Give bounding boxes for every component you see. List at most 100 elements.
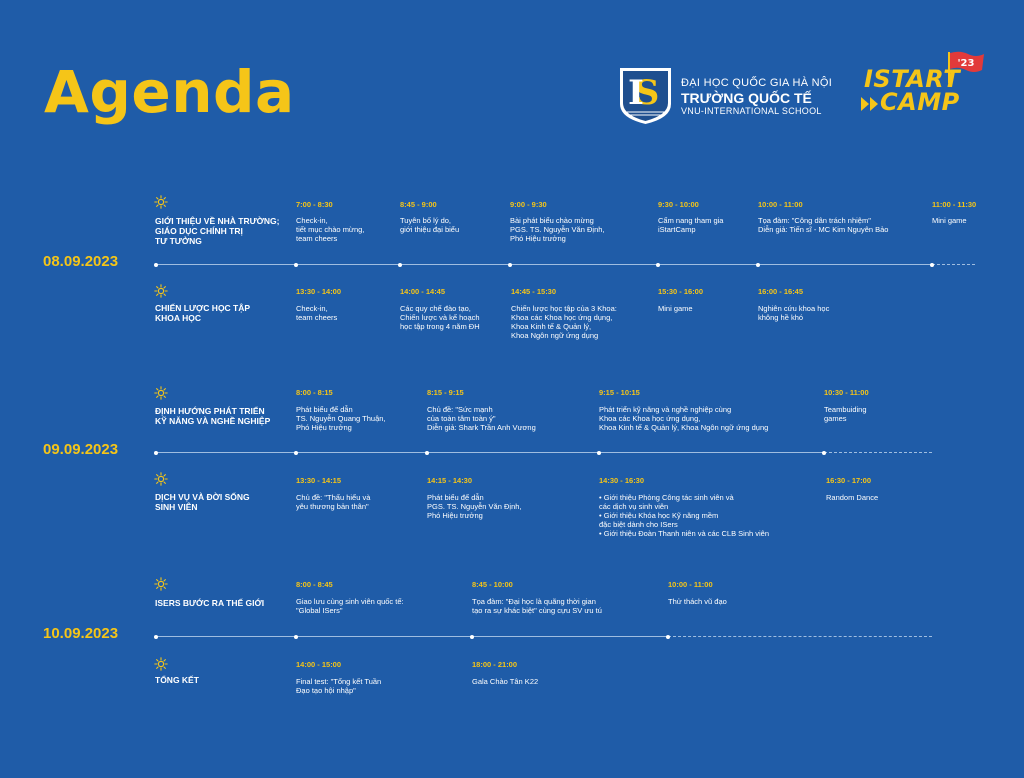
agenda-time: 13:30 - 14:00 xyxy=(296,287,342,296)
session-title: CHIẾN LƯỢC HỌC TẬP KHOA HỌC xyxy=(155,303,251,323)
agenda-description: Tọa đàm: "Công dân trách nhiệm" Diễn giả… xyxy=(758,216,889,234)
agenda-description: Tọa đàm: "Đại học là quãng thời gian tạo… xyxy=(472,597,602,615)
timeline-dot xyxy=(508,262,512,267)
timeline-dot xyxy=(154,450,158,455)
timeline-line-dashed xyxy=(668,636,932,637)
agenda-time: 14:45 - 15:30 xyxy=(511,287,557,296)
session-title: ĐỊNH HƯỚNG PHÁT TRIỂN KỸ NĂNG VÀ NGHỀ NG… xyxy=(155,406,271,426)
agenda-time: 8:00 - 8:15 xyxy=(296,388,333,397)
day-date: 09.09.2023 xyxy=(43,441,119,458)
agenda-time: 10:00 - 11:00 xyxy=(668,580,713,589)
session-title: DỊCH VỤ VÀ ĐỜI SỐNG SINH VIÊN xyxy=(155,492,250,512)
timeline-line xyxy=(156,636,668,637)
page-title: Agenda xyxy=(44,58,295,126)
school-line-2: TRƯỜNG QUỐC TẾ xyxy=(681,90,812,106)
agenda-description: Các quy chế đào tạo, Chiến lược và kế ho… xyxy=(400,304,480,331)
agenda-description: Check-in, team cheers xyxy=(296,304,338,322)
timeline-line-dashed xyxy=(824,452,932,453)
agenda-description: Chủ đề: "Thấu hiểu và yêu thương bản thâ… xyxy=(296,493,371,511)
agenda-description: Chiến lược học tập của 3 Khoa: Khoa các … xyxy=(511,304,617,340)
agenda-time: 14:00 - 14:45 xyxy=(400,287,446,296)
agenda-time: 9:15 - 10:15 xyxy=(599,388,640,397)
timeline-dot xyxy=(294,450,298,455)
agenda-time: 14:00 - 15:00 xyxy=(296,660,342,669)
timeline-dot xyxy=(154,262,158,267)
timeline-line xyxy=(156,452,824,453)
timeline-dot xyxy=(154,634,158,639)
agenda-time: 8:15 - 9:15 xyxy=(427,388,464,397)
agenda-description: Phát triển kỹ năng và nghề nghiệp cùng K… xyxy=(599,405,769,432)
agenda-time: 8:45 - 9:00 xyxy=(400,200,437,209)
timeline-dot xyxy=(930,262,934,267)
timeline-dot xyxy=(294,262,298,267)
school-line-3: VNU-INTERNATIONAL SCHOOL xyxy=(681,106,822,116)
agenda-time: 7:00 - 8:30 xyxy=(296,200,333,209)
day-date: 10.09.2023 xyxy=(43,625,119,642)
agenda-description: Bài phát biểu chào mừng PGS. TS. Nguyễn … xyxy=(510,216,605,243)
agenda-description: Mini game xyxy=(658,304,693,313)
timeline-dot xyxy=(597,450,601,455)
timeline-dot xyxy=(756,262,760,267)
session-title: ISERS BƯỚC RA THẾ GIỚI xyxy=(155,598,265,608)
agenda-description: Check-in, tiết mục chào mừng, team cheer… xyxy=(296,216,365,243)
school-name: ĐẠI HỌC QUỐC GIA HÀ NỘI TRƯỜNG QUỐC TẾ V… xyxy=(681,77,832,116)
timeline-dot xyxy=(425,450,429,455)
timeline-dot xyxy=(294,634,298,639)
agenda-description: Random Dance xyxy=(826,493,879,502)
sun-icon xyxy=(154,195,168,209)
session-title: GIỚI THIỆU VỀ NHÀ TRƯỜNG; GIÁO DỤC CHÍNH… xyxy=(155,216,280,246)
agenda-time: 11:00 - 11:30 xyxy=(932,200,977,209)
timeline-dot xyxy=(470,634,474,639)
timeline-line xyxy=(156,264,932,265)
agenda-time: 8:00 - 8:45 xyxy=(296,580,333,589)
agenda-time: 10:00 - 11:00 xyxy=(758,200,803,209)
svg-text:S: S xyxy=(635,73,660,113)
timeline-dot xyxy=(822,450,826,455)
agenda-description: Phát biểu để dẫn TS. Nguyễn Quang Thuận,… xyxy=(296,405,386,432)
sun-icon xyxy=(154,657,168,671)
agenda-description: Tuyên bố lý do, giới thiệu đại biểu xyxy=(400,216,460,234)
camp-year: '23 xyxy=(958,58,975,69)
agenda-time: 8:45 - 10:00 xyxy=(472,580,513,589)
agenda-description: Teambuiding games xyxy=(824,405,867,423)
timeline-dot xyxy=(398,262,402,267)
timeline-dot xyxy=(656,262,660,267)
agenda-description: Cẩm nang tham gia iStartCamp xyxy=(658,216,724,234)
agenda-description: Chủ đề: "Sức mạnh của toàn tâm toàn ý" D… xyxy=(427,405,536,432)
svg-text:I: I xyxy=(628,73,644,113)
day-date: 08.09.2023 xyxy=(43,253,119,270)
school-shield-icon: S I xyxy=(620,68,671,124)
sun-icon xyxy=(154,472,168,486)
session-title: TỔNG KẾT xyxy=(155,675,199,685)
agenda-time: 14:15 - 14:30 xyxy=(427,476,473,485)
sun-icon xyxy=(154,386,168,400)
agenda-time: 9:30 - 10:00 xyxy=(658,200,699,209)
timeline-dot xyxy=(666,634,670,639)
istartcamp-logo: ISTART CAMP '23 xyxy=(858,50,988,122)
agenda-description: Gala Chào Tân K22 xyxy=(472,677,539,686)
camp-word-1: ISTART xyxy=(864,65,961,93)
school-line-1: ĐẠI HỌC QUỐC GIA HÀ NỘI xyxy=(681,77,833,89)
agenda-description: Final test: "Tổng kết Tuần Đạo tạo hội n… xyxy=(296,677,382,695)
agenda-description: • Giới thiệu Phòng Công tác sinh viên và… xyxy=(599,493,770,538)
flag-icon: '23 xyxy=(948,51,984,83)
agenda-time: 16:00 - 16:45 xyxy=(758,287,804,296)
agenda-time: 13:30 - 14:15 xyxy=(296,476,342,485)
agenda-time: 10:30 - 11:00 xyxy=(824,388,869,397)
agenda-time: 14:30 - 16:30 xyxy=(599,476,645,485)
agenda-description: Giao lưu cùng sinh viên quốc tế: "Global… xyxy=(296,597,404,615)
agenda-description: Mini game xyxy=(932,216,967,225)
agenda-description: Phát biểu để dẫn PGS. TS. Nguyễn Văn Địn… xyxy=(427,493,522,520)
camp-word-2: CAMP xyxy=(880,88,960,116)
agenda-description: Thử thách vũ đạo xyxy=(668,597,727,606)
agenda-time: 9:00 - 9:30 xyxy=(510,200,547,209)
agenda-time: 16:30 - 17:00 xyxy=(826,476,872,485)
sun-icon xyxy=(154,577,168,591)
sun-icon xyxy=(154,284,168,298)
agenda-time: 18:00 - 21:00 xyxy=(472,660,518,669)
agenda-time: 15:30 - 16:00 xyxy=(658,287,704,296)
double-arrow-icon xyxy=(861,97,878,111)
agenda-description: Nghiên cứu khoa học không hề khó xyxy=(758,304,830,322)
school-logo: S I ĐẠI HỌC QUỐC GIA HÀ NỘI TRƯỜNG QUỐC … xyxy=(618,66,833,128)
timeline-line-dashed xyxy=(932,264,975,265)
